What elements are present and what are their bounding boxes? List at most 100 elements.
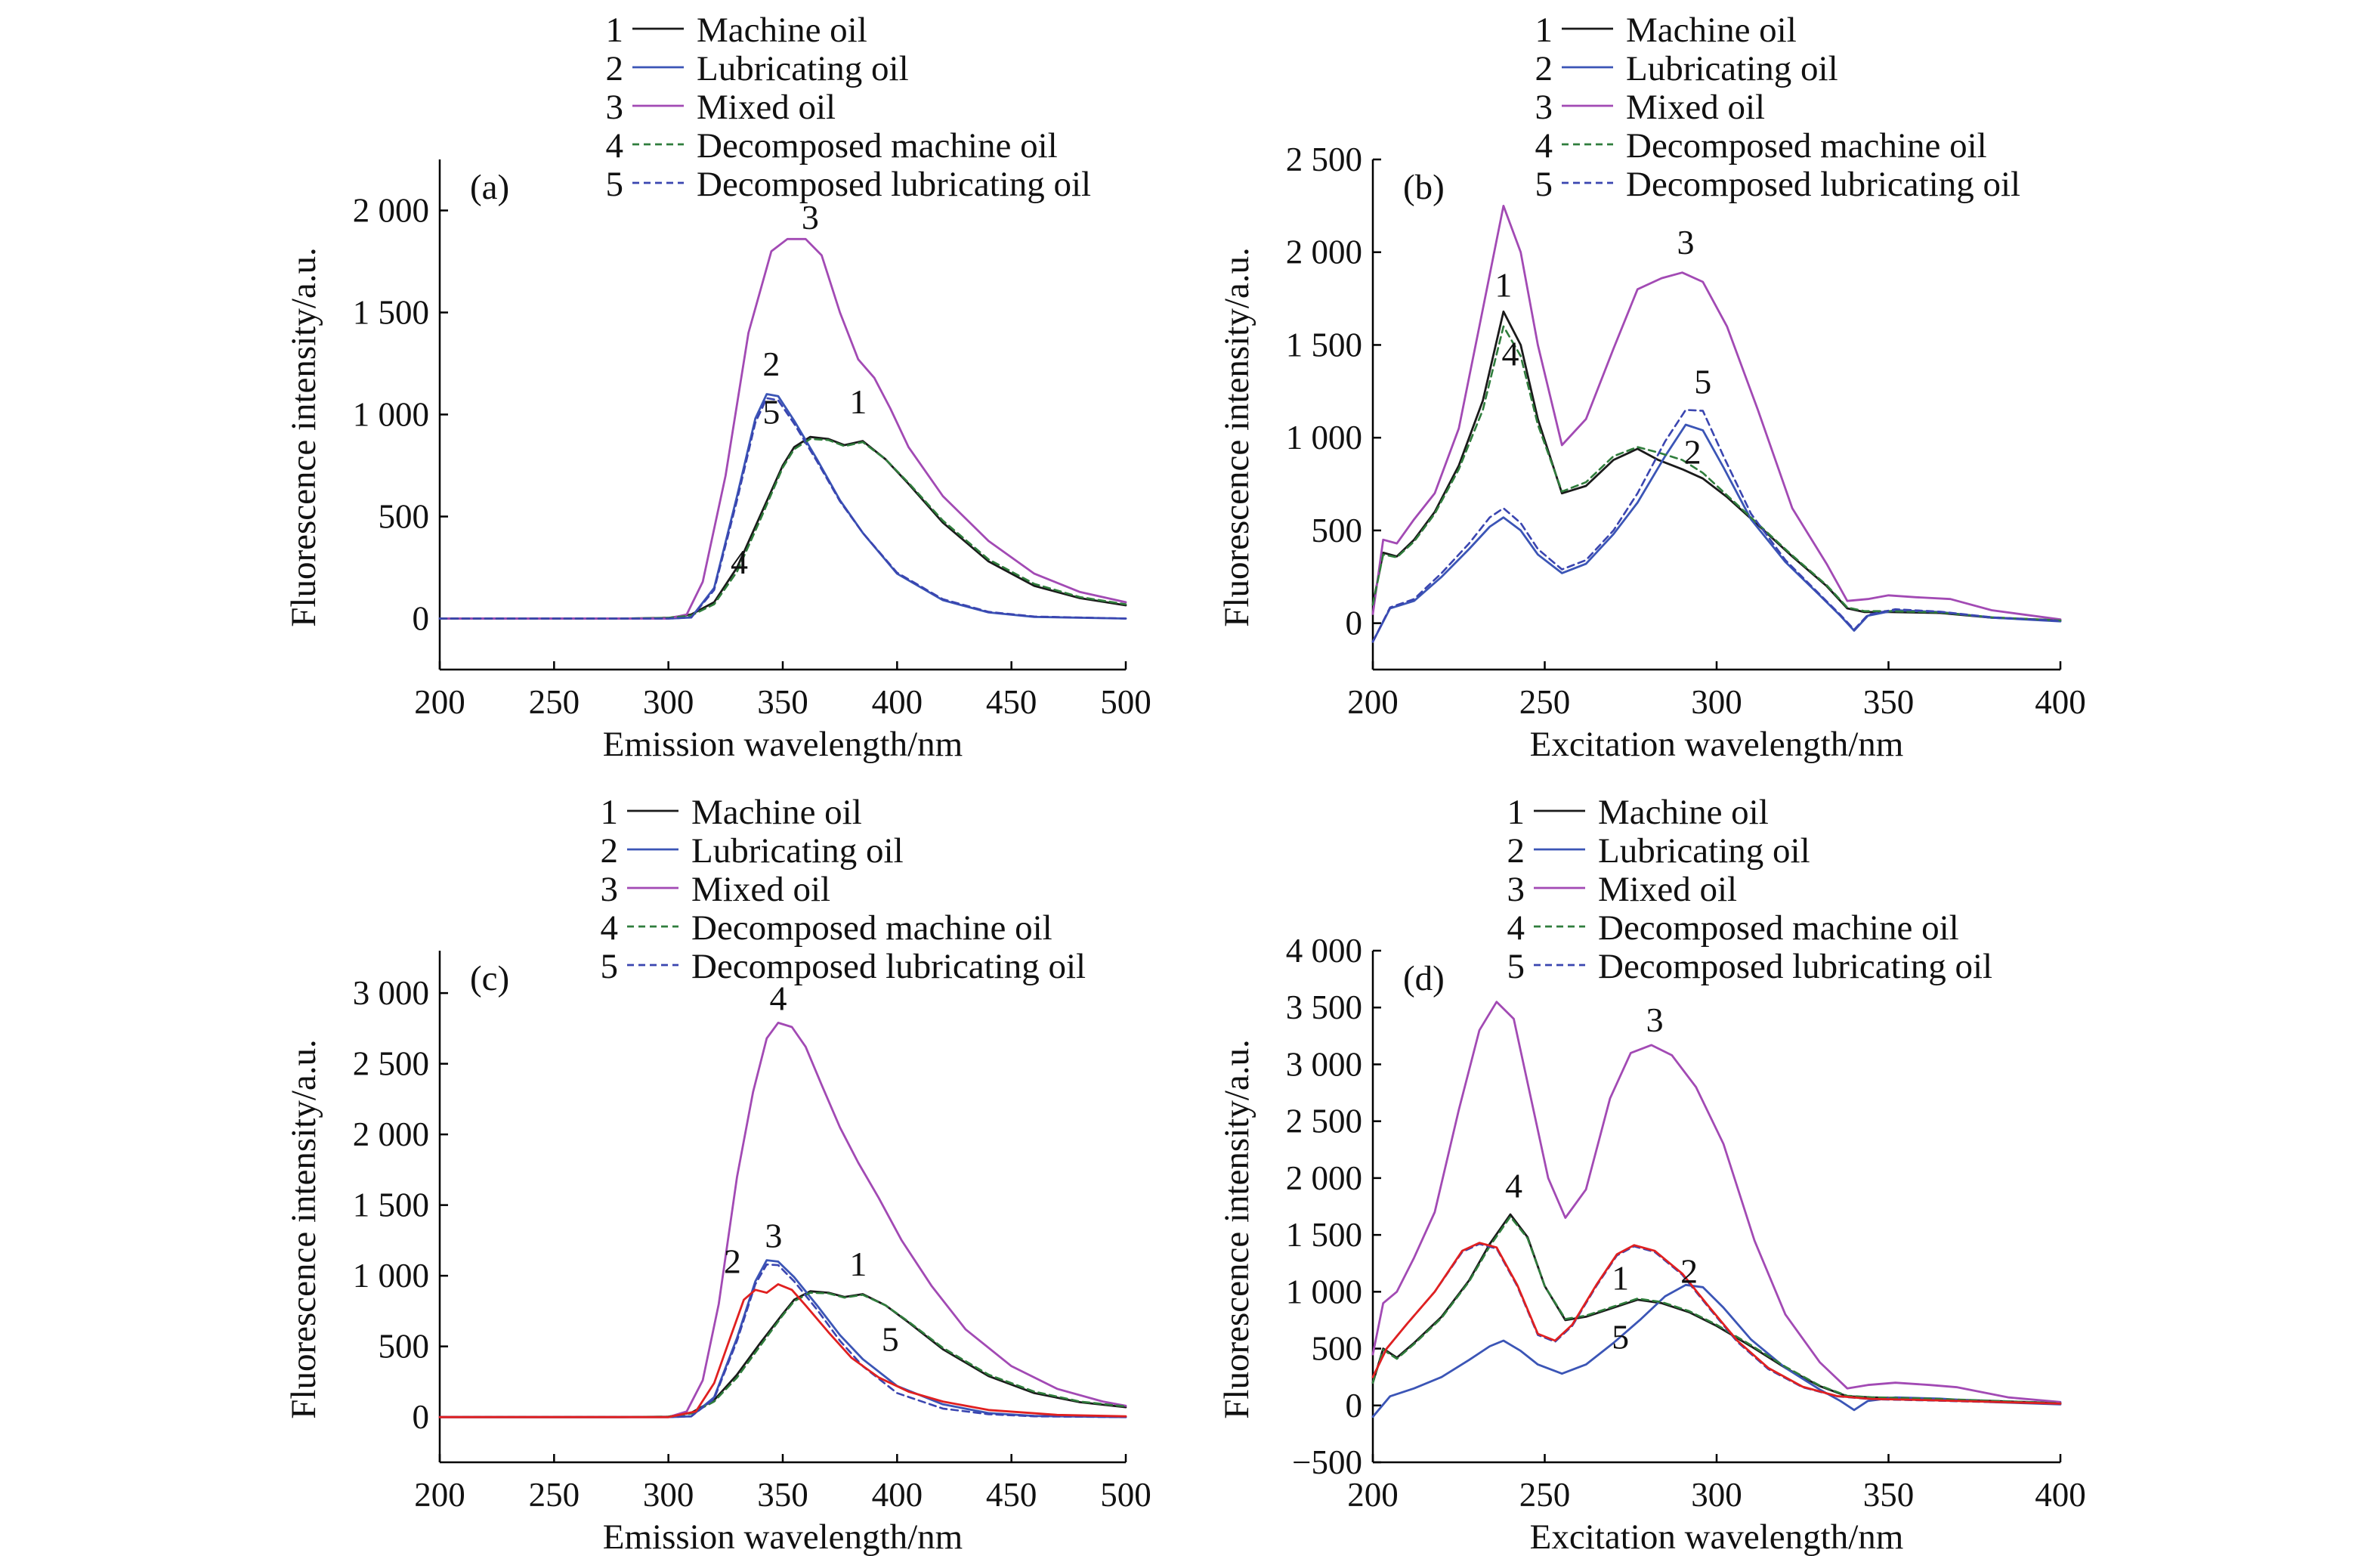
series-line-decomposed-lubricating xyxy=(438,397,1127,620)
legend-label: Decomposed machine oil xyxy=(691,908,1052,948)
y-tick-label: 0 xyxy=(413,600,430,638)
x-tick-label: 300 xyxy=(1691,1476,1742,1514)
y-tick-label: 1 000 xyxy=(1286,419,1362,456)
x-tick-label: 350 xyxy=(1863,683,1915,721)
x-tick-label: 400 xyxy=(2035,683,2086,721)
y-tick-label: 1 000 xyxy=(353,396,429,434)
legend-number: 3 xyxy=(1507,870,1525,909)
legend-number: 5 xyxy=(1535,165,1553,204)
x-tick-label: 200 xyxy=(1347,683,1399,721)
chart-panel-2: 200 250 300 350 400 0 500 1 000 1 500 2 000 2 500 E… xyxy=(1217,11,2086,764)
curve-number-label: 2 xyxy=(724,1242,741,1280)
legend-label: Decomposed lubricating oil xyxy=(697,165,1091,204)
legend-number: 1 xyxy=(606,11,624,50)
x-tick-label: 250 xyxy=(1519,683,1571,721)
legend-label: Mixed oil xyxy=(697,88,836,127)
legend-label: Machine oil xyxy=(1598,793,1769,832)
y-tick-label: 500 xyxy=(1312,512,1363,549)
x-tick-label: 500 xyxy=(1100,683,1151,721)
panel-label: (a) xyxy=(470,168,509,207)
chart-panel-4: 200 250 300 350 400 −500 0 500 1 000 1 500 2 000 2 … xyxy=(1217,793,2086,1556)
x-tick-label: 200 xyxy=(414,683,465,721)
y-tick-label: 2 500 xyxy=(1286,1103,1362,1140)
y-tick-label: 500 xyxy=(379,498,430,536)
series-line-machine xyxy=(438,435,1127,620)
series-line-machine xyxy=(1371,1213,2062,1405)
x-tick-label: 400 xyxy=(872,683,923,721)
curve-number-label: 4 xyxy=(731,543,748,581)
legend-number: 1 xyxy=(601,793,619,832)
curve-number-label: 1 xyxy=(849,382,867,421)
legend-label: Lubricating oil xyxy=(691,831,904,871)
x-tick-label: 250 xyxy=(1519,1476,1571,1514)
legend-label: Decomposed lubricating oil xyxy=(1626,165,2020,204)
legend: 1 Machine oil 2 Lubricating oil 3 Mixed oil 4 D… xyxy=(606,11,1092,204)
x-tick-label: 450 xyxy=(986,683,1037,721)
x-axis-title: Emission wavelength/nm xyxy=(603,725,963,764)
legend-label: Decomposed lubricating oil xyxy=(1598,947,1992,986)
series-line-lubricating xyxy=(1371,1283,2062,1418)
y-tick-label: 0 xyxy=(413,1398,430,1436)
y-axis-title: Fluorescence intensity/a.u. xyxy=(1217,1039,1256,1419)
x-tick-label: 400 xyxy=(872,1476,923,1514)
legend-number: 5 xyxy=(606,165,624,204)
y-tick-label: 2 000 xyxy=(353,1115,429,1153)
series-line-red xyxy=(1371,1242,2062,1405)
series-line-mixed xyxy=(1371,205,2062,621)
x-tick-label: 300 xyxy=(643,1476,694,1514)
y-tick-label: 0 xyxy=(1346,605,1363,642)
curve-number-label: 2 xyxy=(762,345,780,383)
curve-number-label: 3 xyxy=(765,1217,782,1255)
legend-label: Decomposed machine oil xyxy=(697,126,1058,165)
curve-number-label: 2 xyxy=(1680,1251,1698,1290)
legend-label: Decomposed lubricating oil xyxy=(691,947,1086,986)
y-tick-label: 3 000 xyxy=(353,974,429,1012)
curve-number-label: 5 xyxy=(882,1319,899,1358)
panel-label: (c) xyxy=(470,959,509,998)
panel-label: (b) xyxy=(1403,168,1445,207)
y-tick-label: 0 xyxy=(1346,1387,1363,1425)
x-tick-label: 350 xyxy=(757,1476,808,1514)
curve-number-label: 3 xyxy=(802,198,819,237)
curve-number-label: 4 xyxy=(1502,334,1519,373)
x-tick-label: 350 xyxy=(1863,1476,1915,1514)
legend-number: 3 xyxy=(1535,88,1553,127)
x-tick-label: 300 xyxy=(1691,683,1742,721)
y-tick-label: 1 500 xyxy=(1286,326,1362,363)
legend-number: 3 xyxy=(606,88,624,127)
series-line-decomposed-lubricating xyxy=(438,1263,1127,1418)
legend-number: 4 xyxy=(606,126,624,165)
x-tick-label: 250 xyxy=(529,683,580,721)
y-tick-label: 1 000 xyxy=(1286,1273,1362,1310)
x-tick-label: 350 xyxy=(757,683,808,721)
legend: 1 Machine oil 2 Lubricating oil 3 Mixed oil 4 D… xyxy=(1507,793,1993,986)
legend-number: 1 xyxy=(1507,793,1525,832)
y-axis-title: Fluorescence intensity/a.u. xyxy=(284,247,323,627)
legend-number: 2 xyxy=(1535,49,1553,88)
x-tick-label: 250 xyxy=(529,1476,580,1514)
legend-number: 2 xyxy=(1507,831,1525,871)
curve-number-label: 4 xyxy=(769,979,787,1018)
y-tick-label: 500 xyxy=(379,1328,430,1366)
series-line-machine xyxy=(1371,310,2062,622)
y-tick-label: 4 000 xyxy=(1286,932,1362,970)
legend-label: Machine oil xyxy=(691,793,862,832)
legend-label: Lubricating oil xyxy=(1598,831,1810,871)
y-tick-label: 2 000 xyxy=(1286,1159,1362,1197)
curve-number-label: 4 xyxy=(1505,1166,1522,1205)
legend-label: Mixed oil xyxy=(1626,88,1765,127)
series-line-decomposed-machine xyxy=(1371,1215,2062,1405)
legend-label: Mixed oil xyxy=(1598,870,1737,909)
x-tick-label: 200 xyxy=(414,1476,465,1514)
y-tick-label: 1 500 xyxy=(1286,1216,1362,1254)
series-line-decomposed-machine xyxy=(438,438,1127,620)
y-tick-label: 1 500 xyxy=(353,294,429,332)
x-tick-label: 400 xyxy=(2035,1476,2086,1514)
y-tick-label: −500 xyxy=(1292,1443,1362,1481)
legend-number: 4 xyxy=(601,908,619,948)
y-tick-label: 1 500 xyxy=(353,1186,429,1224)
series-line-lubricating xyxy=(438,393,1127,620)
x-tick-label: 300 xyxy=(643,683,694,721)
series-line-lubricating xyxy=(438,1259,1127,1418)
